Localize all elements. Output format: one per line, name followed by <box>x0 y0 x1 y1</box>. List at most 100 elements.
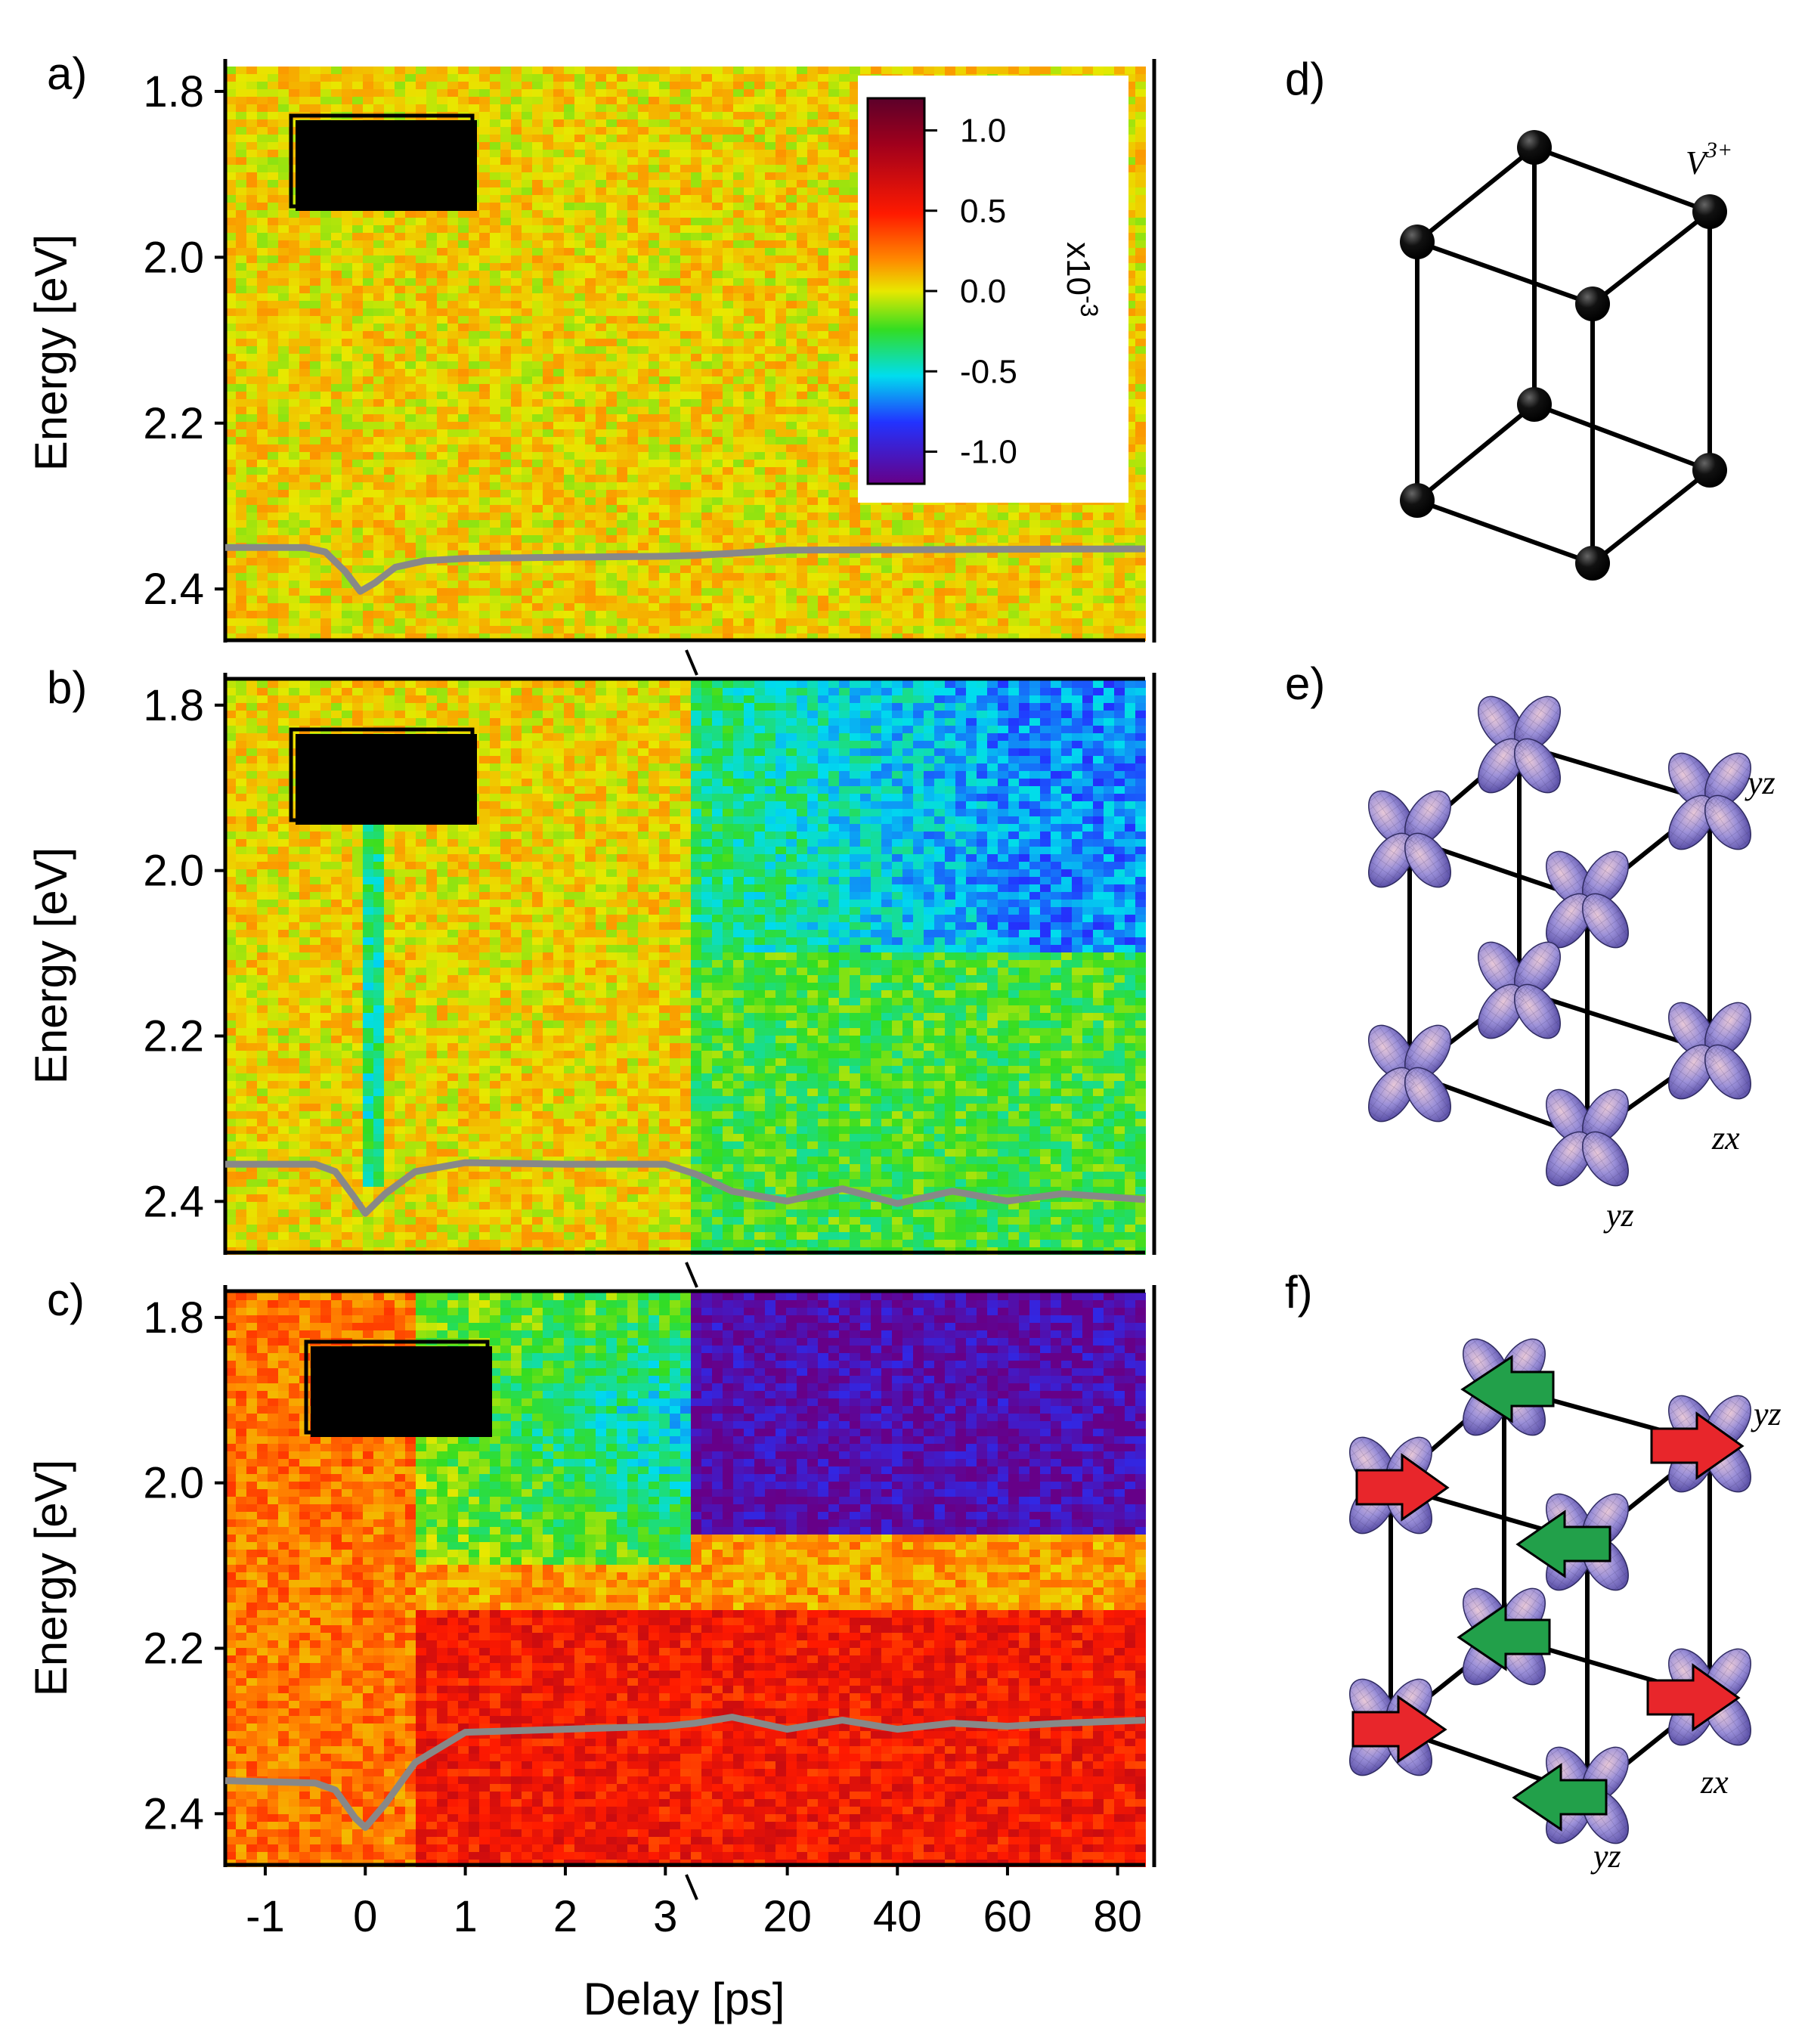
heatmap-cell <box>638 74 649 82</box>
heatmap-cell <box>225 256 236 263</box>
heatmap-cell <box>543 293 553 301</box>
heatmap-cell <box>384 520 395 528</box>
heatmap-cell <box>352 339 363 346</box>
heatmap-cell <box>691 407 701 414</box>
heatmap-cell <box>659 399 670 407</box>
heatmap-cell <box>500 407 511 414</box>
heatmap-cell <box>331 354 342 361</box>
heatmap-cell <box>670 142 680 150</box>
heatmap-cell <box>289 180 299 187</box>
heatmap-cell <box>532 475 543 482</box>
heatmap-cell <box>881 633 892 641</box>
heatmap-cell <box>500 528 511 535</box>
heatmap-cell <box>828 543 839 550</box>
heatmap-cell <box>469 407 479 414</box>
heatmap-cell <box>574 89 585 97</box>
heatmap-cell <box>236 195 246 203</box>
heatmap-cell <box>839 452 850 460</box>
heatmap-cell <box>511 444 522 452</box>
heatmap-cell <box>649 392 659 399</box>
heatmap-cell <box>246 490 257 497</box>
heatmap-cell <box>627 588 638 596</box>
heatmap-cell <box>458 513 469 520</box>
heatmap-cell <box>617 497 627 505</box>
heatmap-cell <box>585 535 596 543</box>
heatmap-cell <box>352 233 363 240</box>
heatmap-cell <box>574 74 585 82</box>
heatmap-cell <box>553 369 564 376</box>
heatmap-cell <box>543 475 553 482</box>
heatmap-cell <box>490 581 500 588</box>
heatmap-cell <box>807 256 818 263</box>
heatmap-cell <box>225 475 236 482</box>
heatmap-cell <box>617 195 627 203</box>
heatmap-cell <box>807 150 818 157</box>
heatmap-cell <box>363 308 373 316</box>
heatmap-cell <box>331 369 342 376</box>
heatmap-cell <box>606 603 617 611</box>
heatmap-cell <box>585 467 596 475</box>
heatmap-cell <box>331 565 342 573</box>
heatmap-cell <box>395 369 405 376</box>
heatmap-cell <box>225 392 236 399</box>
heatmap-cell <box>606 626 617 633</box>
heatmap-cell <box>479 346 490 354</box>
heatmap-cell <box>543 603 553 611</box>
heatmap-cell <box>807 210 818 218</box>
heatmap-cell <box>574 611 585 618</box>
heatmap-cell <box>278 308 289 316</box>
heatmap-cell <box>479 482 490 490</box>
heatmap-cell <box>627 127 638 135</box>
heatmap-cell <box>596 74 606 82</box>
heatmap-cell <box>585 218 596 225</box>
heatmap-cell <box>352 384 363 392</box>
heatmap-cell <box>627 444 638 452</box>
heatmap-cell <box>733 225 744 233</box>
heatmap-cell <box>310 633 320 641</box>
heatmap-cell <box>723 195 733 203</box>
heatmap-cell <box>246 233 257 240</box>
heatmap-cell <box>532 256 543 263</box>
heatmap-cell <box>246 248 257 256</box>
heatmap-cell <box>638 157 649 165</box>
heatmap-cell <box>744 210 754 218</box>
heatmap-cell <box>490 301 500 308</box>
heatmap-cell <box>596 233 606 240</box>
heatmap-cell <box>373 558 384 565</box>
heatmap-cell <box>680 565 691 573</box>
heatmap-cell <box>797 407 807 414</box>
heatmap-cell <box>437 452 447 460</box>
heatmap-cell <box>363 89 373 97</box>
heatmap-cell <box>723 596 733 603</box>
heatmap-cell <box>701 520 712 528</box>
heatmap-cell <box>670 573 680 581</box>
heatmap-cell <box>289 354 299 361</box>
heatmap-cell <box>342 240 352 248</box>
heatmap-cell <box>754 611 765 618</box>
heatmap-cell <box>850 565 860 573</box>
heatmap-cell <box>426 543 437 550</box>
heatmap-cell <box>384 528 395 535</box>
heatmap-cell <box>638 346 649 354</box>
heatmap-cell <box>373 331 384 339</box>
heatmap-cell <box>659 316 670 324</box>
heatmap-cell <box>585 331 596 339</box>
heatmap-cell <box>532 505 543 513</box>
heatmap-cell <box>289 596 299 603</box>
heatmap-cell <box>818 475 828 482</box>
heatmap-cell <box>342 392 352 399</box>
heatmap-cell <box>701 248 712 256</box>
heatmap-cell <box>236 278 246 286</box>
heatmap-cell <box>342 407 352 414</box>
heatmap-cell <box>363 505 373 513</box>
heatmap-cell <box>680 187 691 195</box>
heatmap-cell <box>511 346 522 354</box>
heatmap-cell <box>564 467 574 475</box>
heatmap-cell <box>299 422 310 429</box>
heatmap-cell <box>500 346 511 354</box>
heatmap-cell <box>828 172 839 180</box>
heatmap-cell <box>363 550 373 558</box>
heatmap-cell <box>469 490 479 497</box>
heatmap-cell <box>574 505 585 513</box>
heatmap-cell <box>807 558 818 565</box>
